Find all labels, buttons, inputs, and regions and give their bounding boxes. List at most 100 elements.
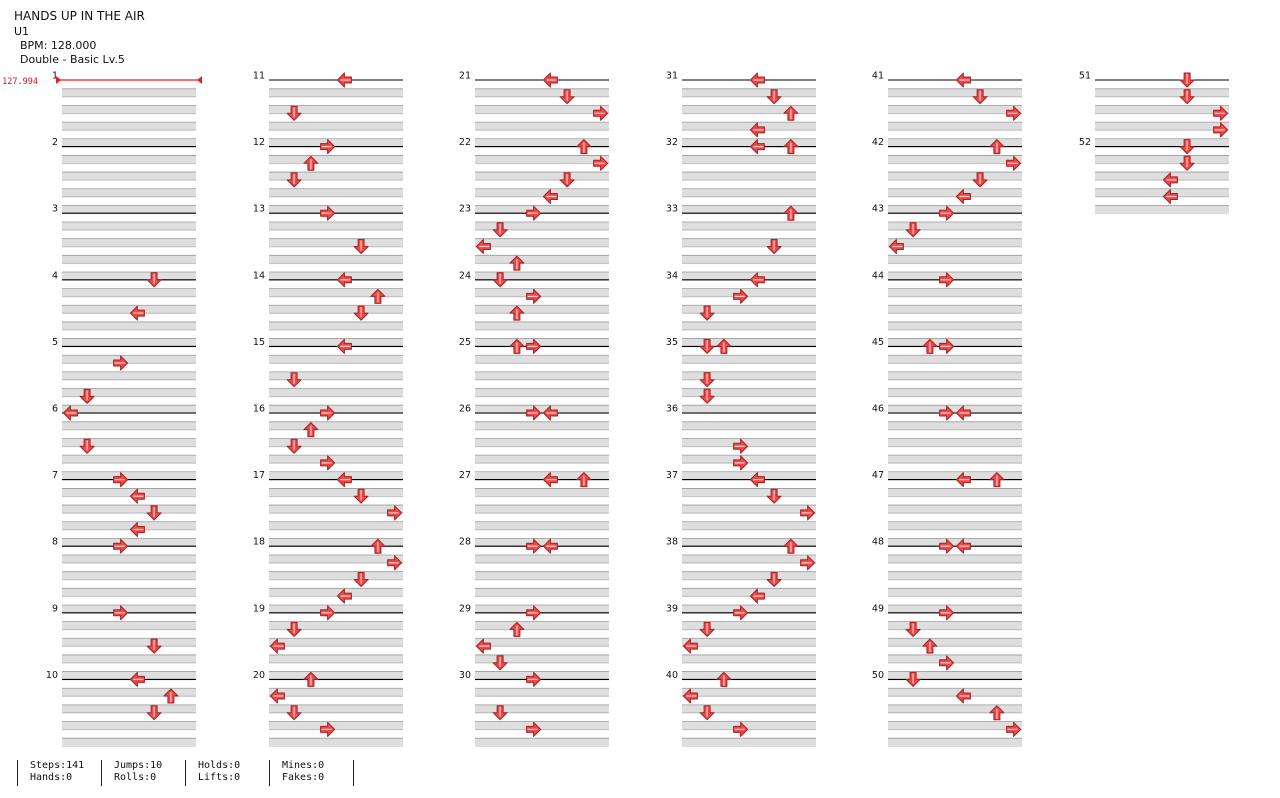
measure-27: 27 xyxy=(459,470,609,548)
beat-band xyxy=(475,338,609,348)
beat-band xyxy=(475,521,609,531)
beat-band xyxy=(269,538,403,548)
measure-20: 20 xyxy=(253,670,403,747)
measure-8: 8 xyxy=(52,537,196,614)
beat-band xyxy=(62,704,196,714)
beat-band xyxy=(62,654,196,664)
beat-band xyxy=(269,321,403,331)
measure-number: 41 xyxy=(872,71,884,82)
measure-41: 41 xyxy=(872,71,1022,148)
beat-band xyxy=(269,505,403,514)
beat-band xyxy=(62,421,196,431)
beat-band xyxy=(682,638,816,648)
rolls-count: Rolls:0 xyxy=(114,772,157,783)
beat-band xyxy=(682,122,816,131)
beat-band xyxy=(475,271,609,281)
measure-number: 14 xyxy=(253,270,265,281)
measure-50: 50 xyxy=(872,670,1022,747)
beat-band xyxy=(475,172,609,181)
measure-47: 47 xyxy=(872,470,1022,548)
measure-7: 7 xyxy=(52,470,196,548)
beat-band xyxy=(62,288,196,298)
measure-number: 48 xyxy=(872,537,884,548)
beat-band xyxy=(62,105,196,115)
measure-number: 2 xyxy=(52,137,58,148)
beat-band xyxy=(269,588,403,598)
beat-band xyxy=(682,571,816,581)
beat-band xyxy=(475,438,609,448)
beat-band xyxy=(475,122,609,131)
beat-band xyxy=(269,555,403,564)
beat-band xyxy=(269,155,403,165)
beat-band xyxy=(62,88,196,98)
step-arrow xyxy=(542,72,559,88)
beat-band xyxy=(62,488,196,498)
measure-28: 28 xyxy=(459,537,609,614)
beat-band xyxy=(888,654,1022,664)
measure-number: 34 xyxy=(666,270,678,281)
measure-15: 15 xyxy=(253,337,403,414)
beat-band xyxy=(682,604,816,614)
beat-band xyxy=(62,688,196,698)
beat-band xyxy=(888,438,1022,448)
beat-band xyxy=(682,205,816,215)
beat-band xyxy=(682,388,816,398)
beat-band xyxy=(269,338,403,348)
beat-band xyxy=(269,122,403,131)
measure-number: 46 xyxy=(872,404,884,415)
bpm-marker-left-tip xyxy=(56,76,61,84)
measure-number: 38 xyxy=(666,537,678,548)
beat-band xyxy=(888,421,1022,431)
beat-band xyxy=(62,671,196,681)
beat-band xyxy=(269,88,403,98)
beat-band xyxy=(475,688,609,698)
beat-band xyxy=(475,138,609,148)
beat-band xyxy=(682,421,816,431)
beat-band xyxy=(682,405,816,414)
beat-band xyxy=(682,155,816,165)
bpm-change-marker: 127.994 xyxy=(2,76,202,87)
beat-band xyxy=(888,688,1022,698)
measure-31: 31 xyxy=(666,71,816,148)
beat-band xyxy=(475,638,609,648)
beat-band xyxy=(475,105,609,115)
stats-col-1: Steps:141 Hands:0 xyxy=(17,760,101,786)
stats-end-divider xyxy=(353,760,355,786)
beat-band xyxy=(682,355,816,365)
beat-band xyxy=(269,455,403,464)
beat-band xyxy=(682,338,816,348)
measure-40: 40 xyxy=(666,670,816,747)
beat-band xyxy=(1095,205,1229,215)
measure-30: 30 xyxy=(459,670,609,747)
beat-band xyxy=(682,455,816,464)
beat-band xyxy=(888,138,1022,148)
beat-band xyxy=(269,438,403,448)
beat-band xyxy=(475,621,609,631)
beat-band xyxy=(888,355,1022,365)
beat-band xyxy=(475,555,609,564)
measure-number: 4 xyxy=(52,270,58,281)
beat-band xyxy=(62,738,196,747)
measure-number: 27 xyxy=(459,470,471,481)
measure-16: 16 xyxy=(253,404,403,481)
beat-band xyxy=(888,604,1022,614)
measure-34: 34 xyxy=(666,270,816,348)
beat-band xyxy=(888,238,1022,248)
measure-17: 17 xyxy=(253,470,403,548)
measure-46: 46 xyxy=(872,404,1022,481)
song-title: HANDS UP IN THE AIR xyxy=(14,9,145,23)
beat-band xyxy=(62,122,196,131)
beat-band xyxy=(475,238,609,248)
beat-band xyxy=(682,704,816,714)
beat-band xyxy=(475,288,609,298)
beat-band xyxy=(62,621,196,631)
beat-band xyxy=(62,505,196,514)
measure-number: 37 xyxy=(666,470,678,481)
beat-band xyxy=(475,255,609,265)
beat-band xyxy=(682,255,816,265)
measure-number: 6 xyxy=(52,404,58,415)
measure-3: 3 xyxy=(52,204,196,281)
beat-band xyxy=(269,138,403,148)
beat-band xyxy=(269,238,403,248)
measure-number: 3 xyxy=(52,204,58,215)
